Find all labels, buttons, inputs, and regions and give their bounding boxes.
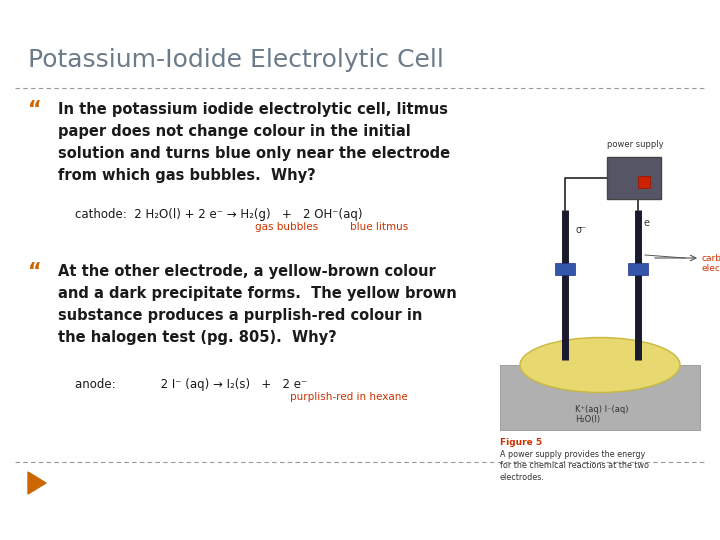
Ellipse shape (520, 338, 680, 393)
Text: gas bubbles: gas bubbles (255, 222, 318, 232)
Text: paper does not change colour in the initial: paper does not change colour in the init… (58, 124, 410, 139)
Text: cathode:  2 H₂O(l) + 2 e⁻ → H₂(g)   +   2 OH⁻(aq): cathode: 2 H₂O(l) + 2 e⁻ → H₂(g) + 2 OH⁻… (75, 208, 362, 221)
Text: substance produces a purplish-red colour in: substance produces a purplish-red colour… (58, 308, 423, 323)
FancyBboxPatch shape (607, 157, 661, 199)
Text: Figure 5: Figure 5 (500, 438, 542, 447)
Text: the halogen test (pg. 805).  Why?: the halogen test (pg. 805). Why? (58, 330, 337, 345)
Text: K⁺(aq) I⁻(aq)
H₂O(l): K⁺(aq) I⁻(aq) H₂O(l) (575, 405, 629, 424)
Text: blue litmus: blue litmus (350, 222, 408, 232)
Text: At the other electrode, a yellow-brown colour: At the other electrode, a yellow-brown c… (58, 264, 436, 279)
Text: “: “ (28, 100, 42, 120)
Text: and a dark precipitate forms.  The yellow brown: and a dark precipitate forms. The yellow… (58, 286, 456, 301)
Polygon shape (28, 472, 46, 494)
Bar (500, 365, 700, 430)
Text: In the potassium iodide electrolytic cell, litmus: In the potassium iodide electrolytic cel… (58, 102, 448, 117)
Text: power supply: power supply (607, 140, 663, 149)
Text: solution and turns blue only near the electrode: solution and turns blue only near the el… (58, 146, 450, 161)
Text: A power supply provides the energy
for the chemical reactions at the two
electro: A power supply provides the energy for t… (500, 450, 649, 482)
Bar (638, 176, 650, 188)
Text: σ⁻: σ⁻ (575, 225, 586, 235)
Text: e: e (643, 218, 649, 228)
Text: from which gas bubbles.  Why?: from which gas bubbles. Why? (58, 168, 316, 183)
Text: anode:            2 I⁻ (aq) → I₂(s)   +   2 e⁻: anode: 2 I⁻ (aq) → I₂(s) + 2 e⁻ (75, 378, 307, 391)
Text: purplish-red in hexane: purplish-red in hexane (290, 392, 408, 402)
Text: carbon
electrode: carbon electrode (702, 254, 720, 273)
Text: Potassium-Iodide Electrolytic Cell: Potassium-Iodide Electrolytic Cell (28, 48, 444, 72)
Text: “: “ (28, 262, 42, 282)
Bar (628, 263, 648, 275)
Bar (555, 263, 575, 275)
